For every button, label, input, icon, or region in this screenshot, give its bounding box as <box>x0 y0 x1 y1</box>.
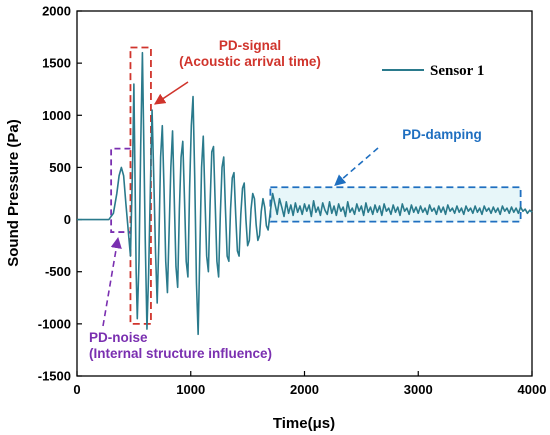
pd-noise-box <box>110 147 131 233</box>
pd-noise-arrow <box>102 236 122 327</box>
annotation-pd-noise-label: PD-noise (Internal structure influence) <box>89 330 272 361</box>
y-tick-label: 1000 <box>42 108 71 123</box>
y-tick-label: -1500 <box>38 369 71 384</box>
annotation-pd-signal-label: PD-signal (Acoustic arrival time) <box>179 38 321 69</box>
x-tick-label: 3000 <box>404 382 433 397</box>
legend: Sensor 1 <box>382 63 484 79</box>
x-axis-label: Time(μs) <box>273 415 335 432</box>
pd-damping-title: PD-damping <box>402 127 482 142</box>
pd-noise-subtitle: (Internal structure influence) <box>89 346 272 361</box>
tick-group: 0 1000 2000 3000 4000 -1500 -1000 -500 0 500 1000 1… <box>38 4 547 398</box>
pd-signal-title: PD-signal <box>219 38 281 53</box>
pd-signal-arrow <box>154 81 189 105</box>
annotation-pd-damping-label: PD-damping <box>402 127 482 142</box>
series-line-sensor-1 <box>77 51 533 336</box>
pd-damping-box <box>269 186 522 223</box>
pd-signal-subtitle: (Acoustic arrival time) <box>179 54 321 69</box>
y-tick-label: 1500 <box>42 56 71 71</box>
y-tick-label: 0 <box>64 212 71 227</box>
y-axis-label: Sound Pressure (Pa) <box>5 119 22 267</box>
legend-label-sensor-1: Sensor 1 <box>430 63 484 79</box>
x-tick-label: 4000 <box>518 382 547 397</box>
annotation-arrow-group <box>102 81 379 327</box>
x-tick-label: 2000 <box>290 382 319 397</box>
x-tick-label: 1000 <box>176 382 205 397</box>
y-tick-label: -500 <box>45 264 71 279</box>
x-tick-label: 0 <box>73 382 80 397</box>
y-tick-label: 2000 <box>42 4 71 19</box>
y-tick-label: -1000 <box>38 316 71 331</box>
pd-noise-title: PD-noise <box>89 330 148 345</box>
series-group <box>77 51 533 336</box>
plot-area <box>76 10 533 377</box>
y-tick-label: 500 <box>49 160 71 175</box>
